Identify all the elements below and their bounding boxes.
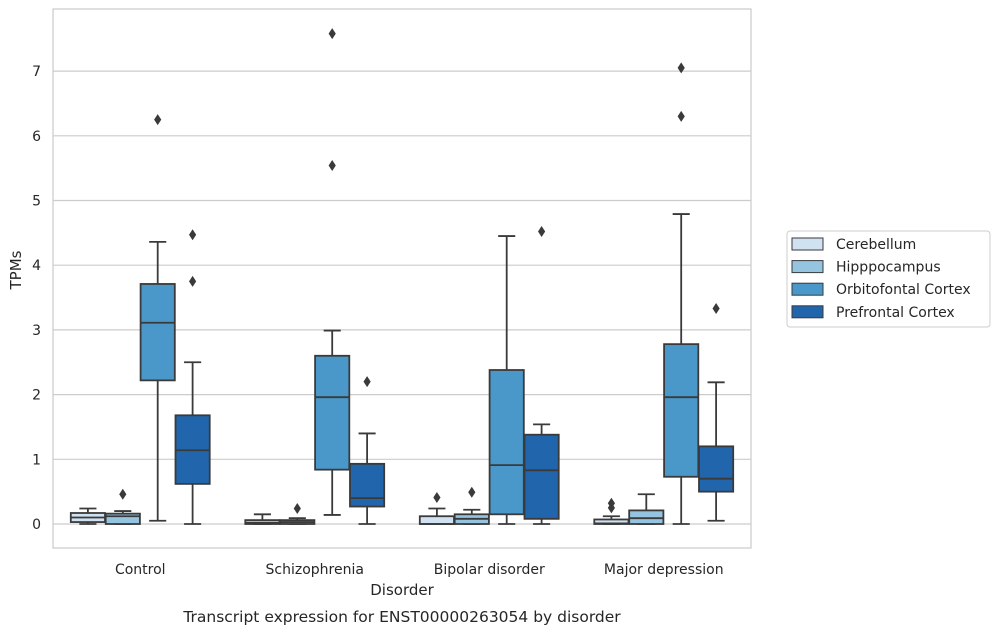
y-tick-label: 4 <box>32 258 41 274</box>
box <box>314 28 351 516</box>
outlier-point <box>189 275 197 287</box>
y-tick-labels: 0 1 2 3 4 5 6 7 <box>32 64 41 533</box>
outlier-point <box>154 114 162 126</box>
box-body <box>418 515 455 525</box>
box <box>593 497 630 525</box>
y-tick-label: 7 <box>32 64 41 80</box>
x-tick-labels: Control Schizophrenia Bipolar disorder Majo… <box>115 562 724 578</box>
box <box>104 488 141 525</box>
series-cerebellum <box>69 491 630 525</box>
box-body <box>523 433 560 520</box>
box <box>488 235 525 525</box>
y-tick-label: 0 <box>32 517 41 533</box>
x-tick-label: Control <box>115 562 166 578</box>
box <box>663 62 700 525</box>
legend-label: Orbitofontal Cortex <box>836 282 971 298</box>
box-body <box>488 369 525 516</box>
outlier-point <box>468 486 476 498</box>
box <box>69 507 106 525</box>
outlier-point <box>363 376 371 388</box>
box <box>139 114 176 522</box>
box <box>174 229 211 525</box>
legend-frame <box>786 230 991 328</box>
outlier-point <box>677 110 685 122</box>
box <box>418 491 455 525</box>
box-body <box>349 462 386 508</box>
outlier-point <box>607 497 615 509</box>
outlier-point <box>119 488 127 500</box>
x-axis-label: Disorder <box>370 581 434 599</box>
outlier-point <box>293 502 301 514</box>
series-hipppocampus <box>104 486 665 525</box>
y-tick-label: 2 <box>32 388 41 404</box>
outlier-point <box>433 491 441 503</box>
outlier-point <box>677 62 685 74</box>
chart-caption: Transcript expression for ENST0000026305… <box>182 608 621 626</box>
x-tick-label: Major depression <box>604 562 724 578</box>
box <box>279 502 316 525</box>
box <box>628 493 665 525</box>
x-tick-label: Bipolar disorder <box>434 562 545 578</box>
legend-swatch <box>791 260 824 274</box>
box <box>349 376 386 525</box>
box <box>244 513 281 525</box>
y-tick-label: 1 <box>32 452 41 468</box>
y-tick-label: 5 <box>32 194 41 210</box>
legend-label: Hipppocampus <box>836 260 941 276</box>
outlier-point <box>328 28 336 40</box>
box-body <box>628 509 665 525</box>
box-body <box>104 512 141 525</box>
x-tick-label: Schizophrenia <box>266 562 364 578</box>
box <box>523 226 560 525</box>
box <box>453 486 490 525</box>
outlier-point <box>189 229 197 241</box>
box <box>698 303 735 522</box>
y-tick-label: 6 <box>32 129 41 145</box>
box-plot-series <box>69 28 735 525</box>
box-body <box>663 343 700 478</box>
box-body <box>698 445 735 493</box>
series-prefrontal-cortex <box>174 226 735 525</box>
outlier-point <box>328 160 336 172</box>
legend-label: Cerebellum <box>836 237 916 253</box>
box-body <box>139 283 176 382</box>
legend-swatch <box>791 237 824 251</box>
outlier-point <box>538 226 546 238</box>
y-axis-label: TPMs <box>7 250 25 290</box>
box-body <box>314 354 351 471</box>
y-tick-label: 3 <box>32 323 41 339</box>
legend: Cerebellum Hipppocampus Orbitofontal Corte… <box>786 230 991 328</box>
outlier-point <box>712 303 720 315</box>
legend-swatch <box>791 305 824 319</box>
series-orbitofontal-cortex <box>139 28 700 525</box>
plot-frame <box>52 8 752 549</box>
legend-swatch <box>791 282 824 296</box>
legend-label: Prefrontal Cortex <box>836 305 955 321</box>
